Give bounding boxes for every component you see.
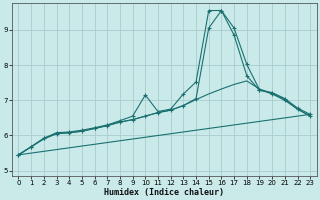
X-axis label: Humidex (Indice chaleur): Humidex (Indice chaleur) xyxy=(104,188,224,197)
